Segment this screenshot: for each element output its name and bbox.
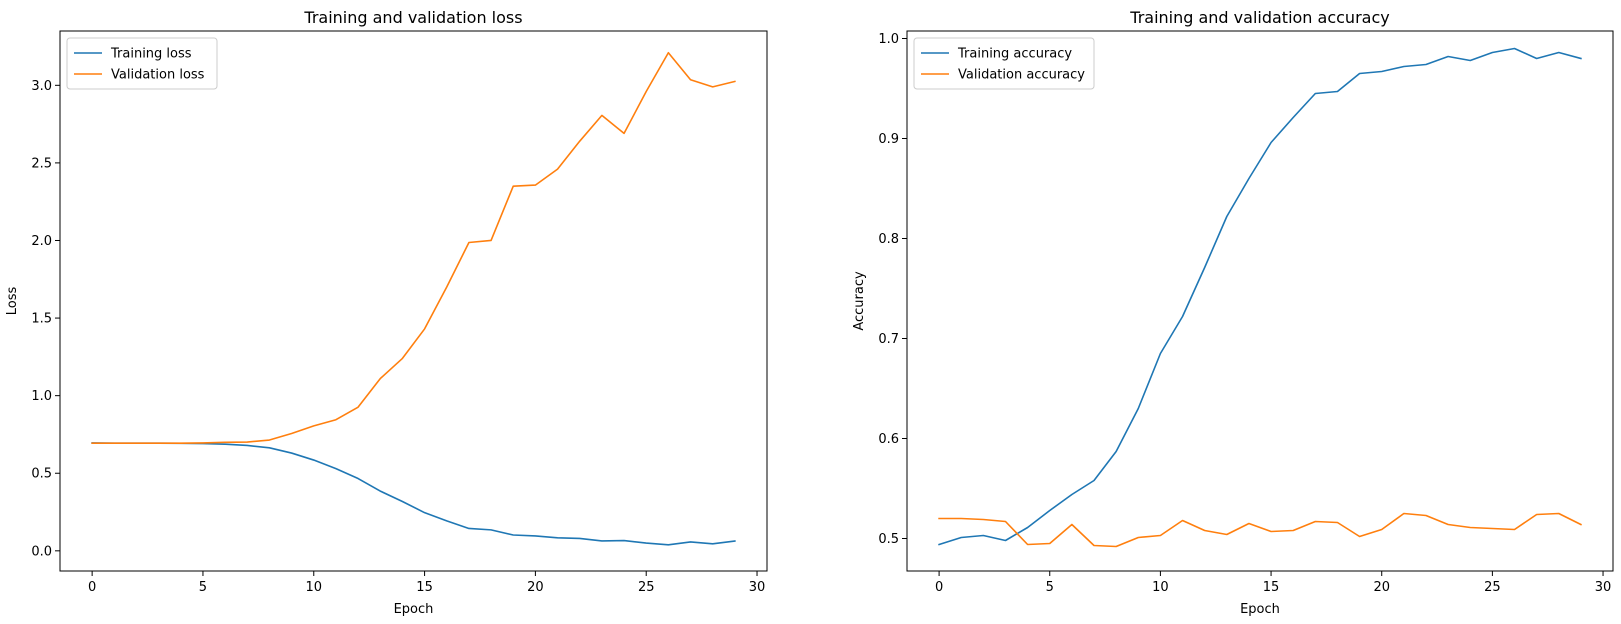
x-tick-label: 30 (1595, 580, 1612, 595)
x-axis-label: Epoch (1240, 602, 1280, 617)
legend-entry: Training accuracy (957, 47, 1072, 62)
y-tick-label: 0.7 (878, 332, 899, 347)
plot-frame (906, 30, 1614, 572)
x-tick-label: 20 (527, 580, 544, 595)
legend-box (66, 37, 218, 90)
x-tick-label: 20 (1373, 580, 1390, 595)
y-tick-label: 3.0 (31, 79, 52, 94)
x-tick-label: 15 (1263, 580, 1280, 595)
y-tick-label: 2.5 (31, 156, 52, 171)
y-tick-label: 1.0 (31, 389, 52, 404)
y-tick-label: 0.0 (31, 544, 52, 559)
plot-frame (59, 30, 768, 572)
chart-2: 0 5 10 15 20 25 30 0.5 0.6 0.7 0.8 0.9 1.0 Training a… (852, 8, 1614, 617)
x-tick-label: 30 (749, 580, 766, 595)
chart-1: 0 5 10 15 20 25 30 0.0 0.5 1.0 1.5 2.0 2.5 3.0 Trainin… (5, 8, 768, 617)
y-axis-label: Accuracy (852, 271, 867, 331)
chart-title: Training and validation loss (303, 8, 522, 27)
y-tick-label: 2.0 (31, 234, 52, 249)
series-line-validation-loss (91, 51, 736, 444)
y-tick-label: 0.8 (878, 232, 899, 247)
series-line-training-accuracy (938, 47, 1582, 546)
x-tick-label: 25 (638, 580, 655, 595)
y-tick-label: 0.5 (31, 467, 52, 482)
y-tick-label: 1.5 (31, 312, 52, 327)
legend-entry: Training loss (110, 47, 192, 62)
y-tick-label: 0.6 (878, 432, 899, 447)
x-tick-label: 10 (1152, 580, 1169, 595)
legend-entry: Validation loss (111, 68, 205, 83)
y-tick-label: 1.0 (878, 32, 899, 47)
x-axis-label: Epoch (394, 602, 434, 617)
y-tick-label: 0.9 (878, 132, 899, 147)
x-tick-label: 10 (305, 580, 322, 595)
x-tick-label: 0 (88, 580, 96, 595)
chart-title: Training and validation accuracy (1129, 8, 1389, 27)
legend-entry: Validation accuracy (958, 68, 1085, 83)
x-tick-label: 15 (416, 580, 433, 595)
y-axis-label: Loss (5, 287, 20, 316)
series-line-validation-accuracy (938, 512, 1582, 548)
x-tick-label: 0 (935, 580, 943, 595)
legend-box (913, 37, 1095, 90)
x-tick-label: 5 (1046, 580, 1054, 595)
x-tick-label: 5 (199, 580, 207, 595)
x-tick-label: 25 (1484, 580, 1501, 595)
y-tick-label: 0.5 (878, 532, 899, 547)
